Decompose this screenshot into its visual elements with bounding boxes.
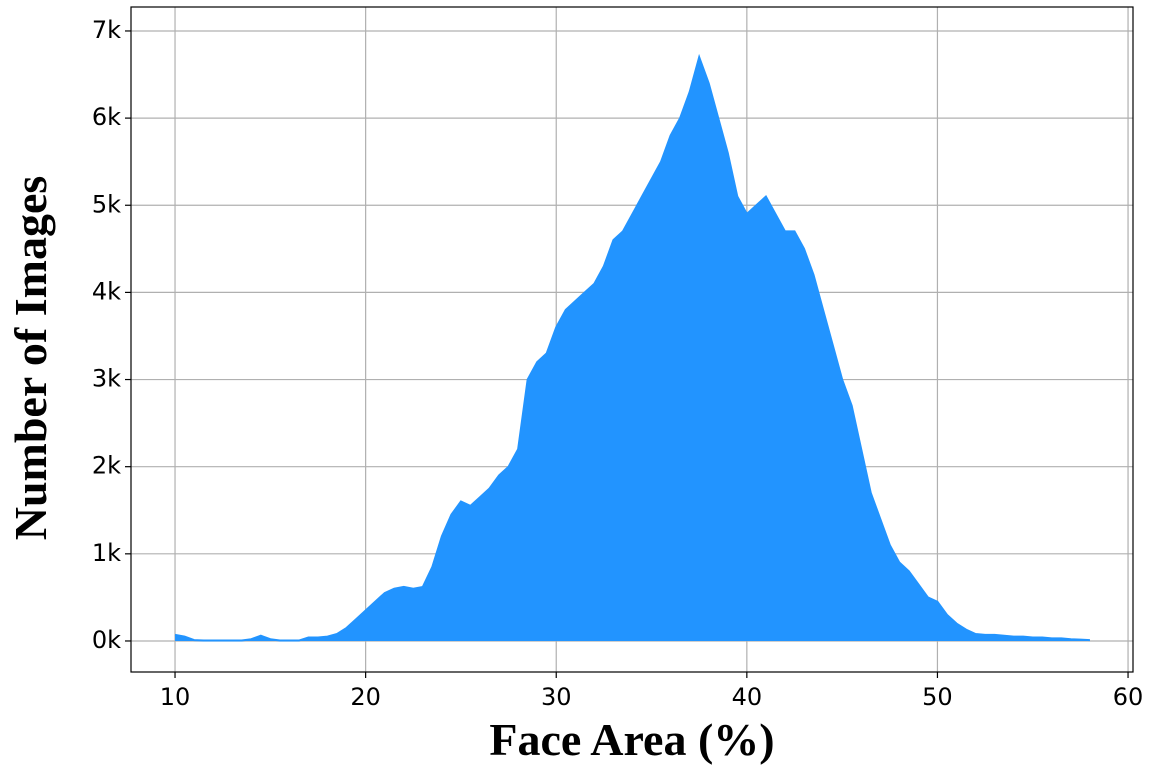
x-tick-label: 60 xyxy=(1113,683,1144,711)
x-tick-label: 40 xyxy=(732,683,763,711)
y-tick-label: 1k xyxy=(92,539,121,567)
x-axis-title: Face Area (%) xyxy=(489,714,774,765)
y-tick-label: 4k xyxy=(92,277,121,305)
y-tick-label: 5k xyxy=(92,190,121,218)
y-tick-label: 6k xyxy=(92,103,121,131)
y-axis-title: Number of Images xyxy=(5,176,56,541)
y-tick-label: 0k xyxy=(92,626,121,654)
y-tick-label: 7k xyxy=(92,16,121,44)
y-tick-label: 2k xyxy=(92,452,121,480)
area-line xyxy=(174,53,1090,642)
x-tick-label: 20 xyxy=(350,683,381,711)
area-fill xyxy=(175,57,1090,641)
x-tick-label: 10 xyxy=(160,683,191,711)
y-tick-label: 3k xyxy=(92,365,121,393)
plot-frame xyxy=(130,6,1134,673)
x-tick-label: 30 xyxy=(541,683,572,711)
x-tick-label: 50 xyxy=(922,683,953,711)
